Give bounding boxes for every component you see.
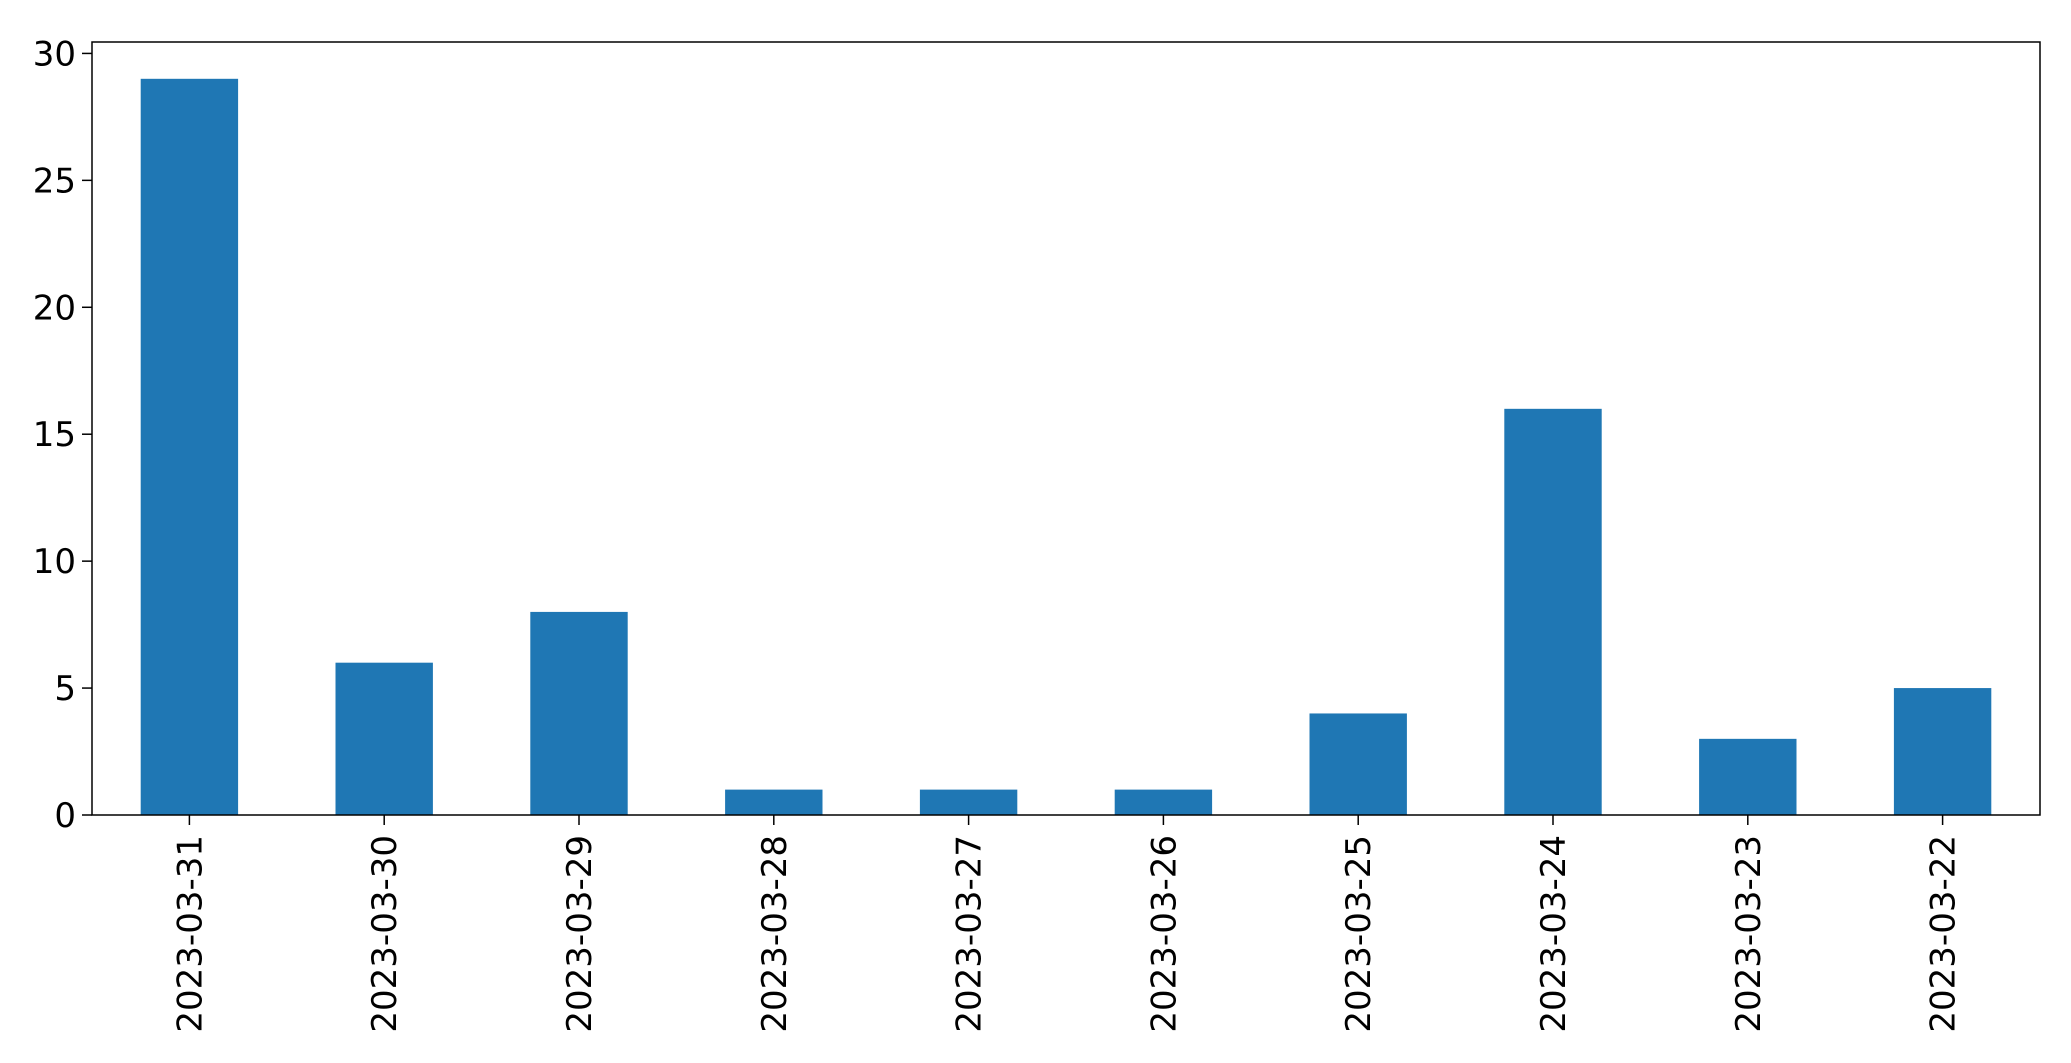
x-tick-label: 2023-03-31 xyxy=(170,835,210,1033)
y-axis: 0 5 10 15 20 25 30 xyxy=(33,34,92,836)
bar-2023-03-29 xyxy=(530,611,628,815)
bar-2023-03-31 xyxy=(140,78,239,816)
y-tick-label: 30 xyxy=(33,34,76,74)
x-tick-label: 2023-03-27 xyxy=(950,835,990,1033)
y-tick-label: 10 xyxy=(33,542,76,582)
bar-2023-03-28 xyxy=(725,789,823,815)
bar-2023-03-27 xyxy=(919,789,1018,815)
plot-frame xyxy=(91,41,2041,816)
y-tick-label: 20 xyxy=(33,288,76,328)
bar-2023-03-26 xyxy=(1114,789,1213,815)
x-tick-label: 2023-03-23 xyxy=(1729,835,1769,1033)
y-tick-label: 25 xyxy=(33,161,76,201)
bar-2023-03-30 xyxy=(335,662,433,815)
x-tick-label: 2023-03-24 xyxy=(1534,835,1574,1033)
bar-2023-03-24 xyxy=(1504,408,1602,815)
x-tick-label: 2023-03-25 xyxy=(1339,835,1379,1033)
bar-2023-03-23 xyxy=(1699,738,1797,815)
y-tick-label: 5 xyxy=(54,669,76,709)
y-tick-label: 0 xyxy=(54,796,76,836)
x-axis: 2023-03-31 2023-03-30 2023-03-29 2023-03-28… xyxy=(170,815,1964,1033)
x-tick-label: 2023-03-22 xyxy=(1924,835,1964,1033)
x-tick-label: 2023-03-26 xyxy=(1144,835,1184,1033)
bar-2023-03-22 xyxy=(1893,688,1992,815)
x-tick-label: 2023-03-28 xyxy=(755,835,795,1033)
y-tick-label: 15 xyxy=(33,415,76,455)
bars-group xyxy=(140,78,1992,816)
x-tick-label: 2023-03-30 xyxy=(365,835,405,1033)
bar-2023-03-25 xyxy=(1309,713,1407,815)
x-tick-label: 2023-03-29 xyxy=(560,835,600,1033)
